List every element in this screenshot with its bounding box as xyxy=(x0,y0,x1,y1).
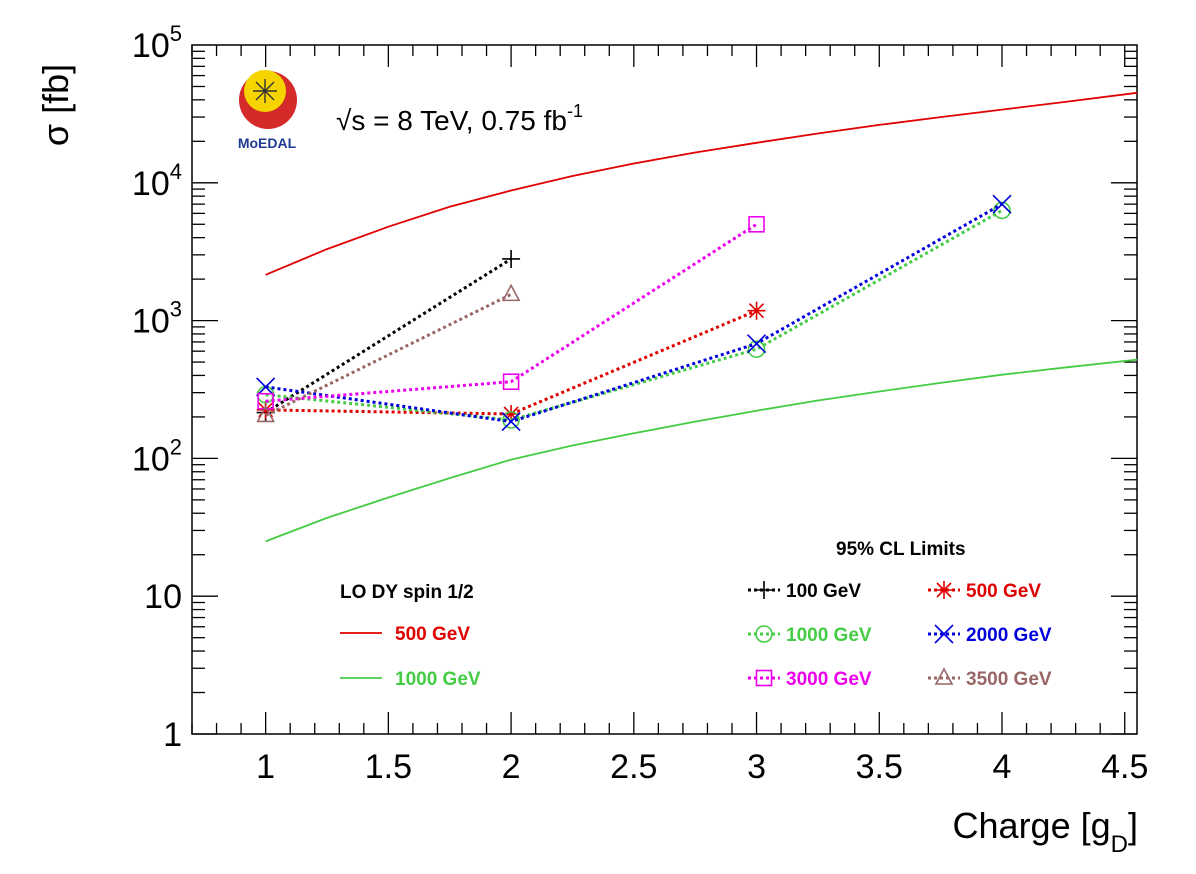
x-tick-label: 4 xyxy=(993,748,1012,786)
x-axis-title-subscript: D xyxy=(1111,831,1128,858)
data-point xyxy=(748,215,765,233)
theory-curve xyxy=(265,91,1138,276)
x-tick-label: 4.5 xyxy=(1101,748,1148,786)
x-tick-label: 2 xyxy=(502,748,521,786)
legend-label: 2000 GeV xyxy=(966,625,1052,646)
data-point xyxy=(502,373,520,391)
logo-text: MoEDAL xyxy=(238,135,297,151)
x-tick-label: 2.5 xyxy=(610,748,657,786)
legend-label: 500 GeV xyxy=(966,581,1041,602)
data-point xyxy=(755,581,773,599)
theory-legend-title: LO DY spin 1/2 xyxy=(340,582,474,603)
y-tick-label: 10 xyxy=(144,578,182,616)
x-tick-label: 3.5 xyxy=(856,748,903,786)
legend-label: 3000 GeV xyxy=(786,669,872,690)
data-point xyxy=(257,392,274,410)
data-point xyxy=(501,412,521,432)
legend: 500 GeV 1000 GeV 100 GeV 500 GeV 1000 GeV 200… xyxy=(340,581,1052,690)
limits-legend-title: 95% CL Limits xyxy=(836,539,966,560)
x-tick-labels: 1 1.5 2 2.5 3 3.5 4 4.5 xyxy=(256,748,1148,786)
data-point xyxy=(992,194,1012,214)
legend-label: 1000 GeV xyxy=(786,625,872,646)
data-point xyxy=(502,411,520,429)
legend-label: 100 GeV xyxy=(786,581,861,602)
data-point xyxy=(501,283,521,302)
data-point xyxy=(934,624,954,644)
theory-curve xyxy=(265,358,1138,543)
limit-series xyxy=(256,194,1012,432)
limit-line xyxy=(264,293,512,417)
y-tick-label: 105 xyxy=(132,21,182,65)
x-axis-title: Charge [gD] xyxy=(953,805,1138,858)
x-tick-label: 3 xyxy=(747,748,766,786)
y-tick-label: 1 xyxy=(163,716,182,754)
data-point xyxy=(502,249,521,268)
limit-line xyxy=(264,257,512,414)
data-point xyxy=(256,400,275,419)
theory-curves xyxy=(265,91,1138,543)
logo-star-icon xyxy=(253,79,277,103)
y-tick-label: 104 xyxy=(132,159,182,203)
data-point xyxy=(935,581,953,599)
data-point xyxy=(934,667,954,685)
data-point xyxy=(755,625,773,643)
data-point xyxy=(993,201,1011,220)
data-point xyxy=(747,301,766,320)
x-tick-label: 1.5 xyxy=(365,748,412,786)
legend-label: 1000 GeV xyxy=(395,669,481,690)
y-axis-title: σ [fb] xyxy=(35,64,76,146)
moedal-logo: MoEDAL xyxy=(238,70,297,151)
data-point xyxy=(256,404,275,423)
limit-line xyxy=(265,209,1003,422)
lumi-exponent: -1 xyxy=(567,101,583,121)
limit-line xyxy=(265,223,758,403)
data-point xyxy=(747,340,766,359)
data-point xyxy=(502,404,521,423)
energy-annotation: √s = 8 TeV, 0.75 fb-1 xyxy=(336,101,583,136)
y-tick-labels: 1 10 102 103 104 105 xyxy=(132,21,182,754)
data-point xyxy=(746,334,767,354)
legend-label: 3500 GeV xyxy=(966,669,1052,690)
legend-label: 500 GeV xyxy=(395,624,470,645)
sqrt-s: √s xyxy=(336,105,365,136)
x-tick-label: 1 xyxy=(256,748,275,786)
data-point xyxy=(755,669,773,687)
axis-ticks xyxy=(191,45,1137,735)
y-tick-label: 102 xyxy=(132,434,182,478)
y-tick-label: 103 xyxy=(132,297,182,341)
plot-frame xyxy=(191,44,1138,735)
